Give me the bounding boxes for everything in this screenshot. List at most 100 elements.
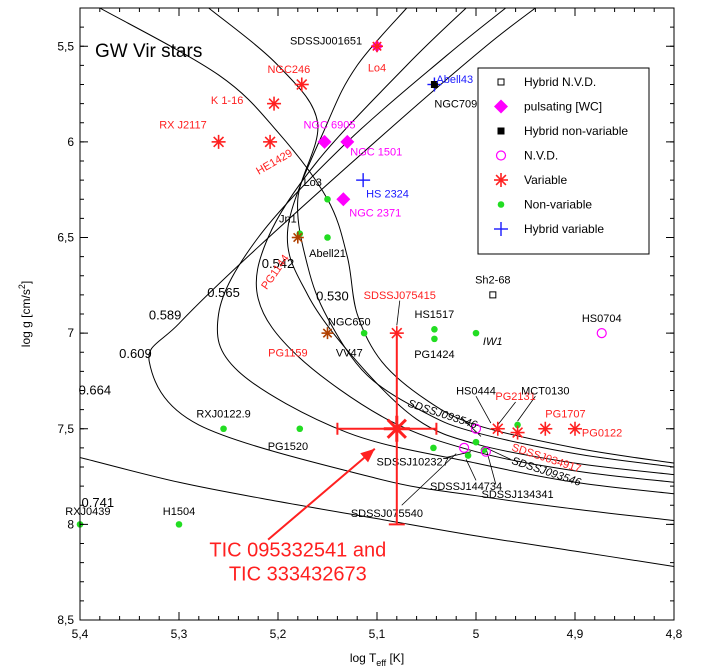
label-sdssj093546: SDSSJ093546 — [406, 398, 479, 432]
target-label-line2: TIC 333432673 — [229, 563, 367, 585]
label-pg1707: PG1707 — [545, 408, 585, 420]
point-pg0122 — [568, 421, 582, 436]
label-ngc-2371: NGC 2371 — [349, 208, 401, 220]
track-0-565 — [286, 8, 674, 476]
point-iw1-dot — [472, 329, 480, 337]
track-label-0-565: 0.565 — [207, 285, 240, 300]
track-0-664 — [148, 8, 674, 522]
legend-label-nonvar: Non-variable — [524, 198, 592, 212]
legend-marker-pulsating-wc-diamond — [494, 99, 508, 114]
point-ngc7094 — [430, 81, 438, 88]
legend-box — [477, 67, 650, 255]
point-ngc7094-square — [430, 81, 438, 88]
label-lo3: Lo3 — [303, 177, 321, 189]
label-k-1-16: K 1-16 — [211, 95, 243, 107]
point-extra-5 — [459, 442, 470, 453]
track-label-0-609: 0.609 — [119, 346, 152, 361]
point-sdssj034917-stroke — [512, 427, 524, 439]
point-sh2-68-square — [489, 291, 497, 299]
legend-marker-nonvar — [497, 201, 505, 208]
label-hs-2324: HS 2324 — [366, 189, 409, 201]
point-pg1424-dot — [431, 335, 438, 343]
point-h1504-dot — [175, 521, 183, 528]
y-axis-label: log g [cm/s2] — [17, 281, 33, 347]
point-iw1 — [472, 329, 480, 337]
legend-marker-nonvar-dot — [497, 201, 505, 208]
label-sdssj102327: SDSSJ102327 — [377, 456, 449, 468]
label-abell43: Abell43 — [436, 74, 473, 86]
label-hs0704: HS0704 — [582, 313, 622, 325]
target-label-line1: TIC 095332541 and — [209, 539, 386, 561]
point-ngc-6905 — [317, 134, 332, 149]
point-lo3-dot — [324, 195, 331, 203]
point-rx-j2117-stroke — [213, 136, 225, 148]
label-rxj0439: RXJ0439 — [65, 506, 110, 518]
point-ngc246 — [294, 77, 309, 92]
point-he1429-stroke — [264, 136, 276, 148]
point-extra-5-ring — [459, 442, 470, 453]
x-tick-label: 5,4 — [72, 627, 89, 641]
point-k-1-16-stroke — [268, 98, 280, 110]
x-tick-label: 5,3 — [171, 627, 188, 641]
legend-label-pulsating-wc: pulsating [WC] — [524, 100, 602, 114]
point-abell21-dot — [324, 234, 331, 241]
chart-title: GW Vir stars — [95, 41, 202, 62]
target-star-stroke — [386, 418, 407, 439]
label-ngc650: NGC650 — [328, 317, 371, 329]
track-label-0-664: 0.664 — [79, 382, 112, 397]
label-sdssj134341: SDSSJ134341 — [481, 489, 553, 501]
point-ngc246-stroke — [296, 79, 308, 90]
point-extra-0-dot — [430, 444, 437, 452]
legend-marker-hybrid-nonvar — [497, 127, 505, 135]
label-hs0444: HS0444 — [456, 386, 496, 398]
point-ngc-1501-diamond — [340, 134, 355, 149]
pointer-line — [396, 300, 401, 326]
point-mct0130 — [514, 421, 521, 429]
label-sdssj075540: SDSSJ075540 — [351, 508, 423, 520]
track-0-741 — [80, 456, 674, 567]
legend-marker-hybrid-nonvar-square — [497, 127, 505, 135]
track-0-542 — [208, 8, 674, 468]
point-ngc-2371 — [336, 192, 351, 207]
point-pg2131 — [490, 421, 505, 436]
label-sdssj144734: SDSSJ144734 — [430, 481, 502, 493]
label-rx-j2117: RX J2117 — [159, 120, 207, 132]
label-ngc-6905: NGC 6905 — [303, 120, 355, 132]
point-extra-1 — [472, 438, 480, 446]
point-pg1144-stroke — [293, 232, 303, 243]
point-ngc-2371-diamond — [336, 192, 351, 207]
point-mct0130-dot — [514, 421, 521, 429]
point-pg0122-stroke — [569, 423, 581, 435]
y-tick-label: 6 — [67, 135, 74, 149]
legend-marker-hybrid-nvd-square — [497, 78, 505, 86]
label-ngc7094: NGC7094 — [434, 99, 483, 111]
x-tick-label: 4,9 — [567, 627, 584, 641]
point-lo3 — [324, 195, 331, 203]
point-extra-3 — [464, 452, 472, 459]
point-vv47 — [360, 329, 368, 337]
point-extra-4-ring — [470, 423, 482, 434]
pointer-line — [497, 401, 516, 426]
label-sdssj075415: SDSSJ075415 — [364, 290, 436, 302]
track-label-0-530: 0.530 — [316, 289, 349, 304]
axes: 5,4 5,3 5,2 5,1 5 4,9 4,8 5,5 6 6,5 7 7,5 8 8,5 — [57, 7, 683, 641]
point-sh2-68 — [489, 291, 497, 299]
track-label-0-741: 0.741 — [82, 495, 115, 510]
track-0-530 — [99, 8, 674, 464]
x-tick-label: 5 — [473, 627, 480, 641]
point-extra-0 — [430, 444, 437, 452]
x-tick-label: 5,1 — [369, 627, 386, 641]
legend-marker-variable-stroke — [495, 174, 507, 186]
pointer-line — [475, 396, 492, 424]
label-hs1517: HS1517 — [415, 309, 455, 321]
legend-label-hybrid-nonvar: Hybrid non-variable — [524, 124, 628, 138]
point-pg1159 — [321, 327, 334, 340]
x-tick-label: 5,2 — [270, 627, 287, 641]
y-tick-label: 8,5 — [57, 613, 74, 627]
label-vv47: VV47 — [336, 347, 363, 359]
pointer-line — [401, 453, 457, 506]
point-rxj0122-9-dot — [220, 425, 227, 433]
label-ngc-1501: NGC 1501 — [350, 146, 402, 158]
label-pg0122: PG0122 — [582, 428, 622, 440]
